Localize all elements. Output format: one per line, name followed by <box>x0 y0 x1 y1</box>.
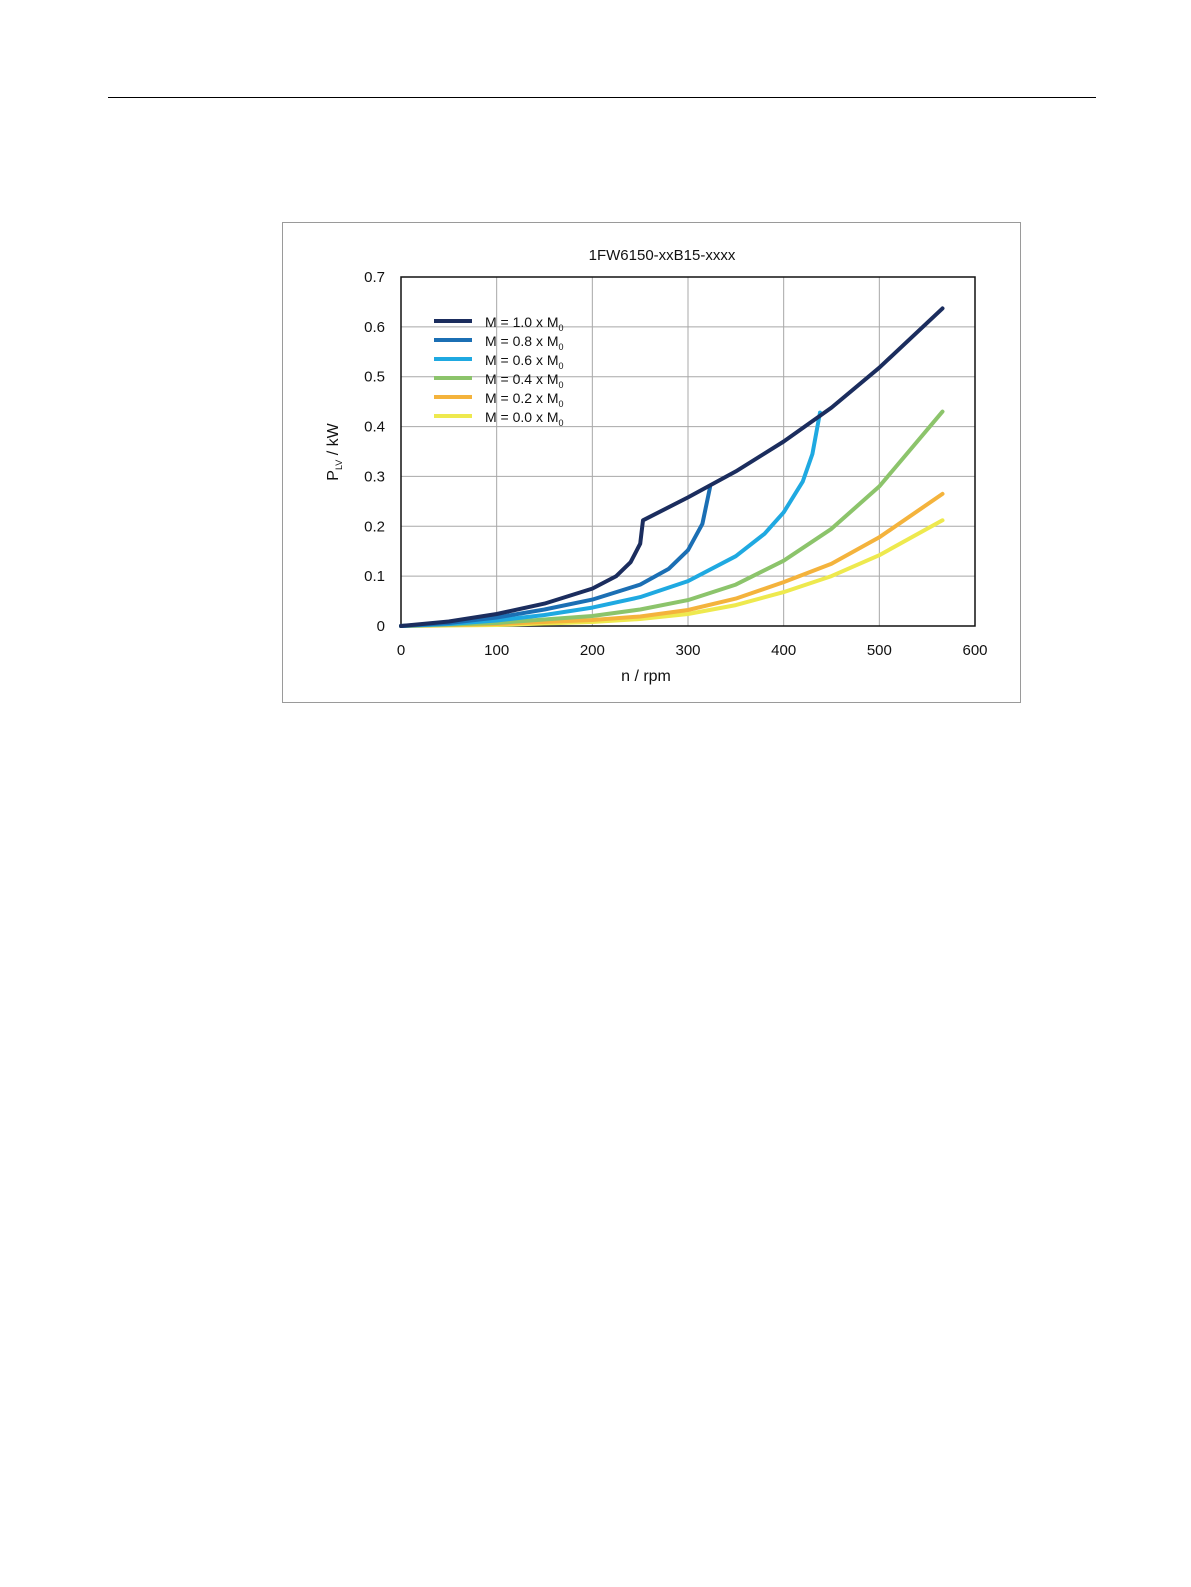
x-tick-label: 500 <box>867 642 892 659</box>
y-axis-label: PLV / kW <box>325 422 344 480</box>
x-tick-label: 400 <box>771 642 796 659</box>
x-tick-label: 600 <box>962 642 987 659</box>
legend-label: M = 0.8 x M0 <box>485 333 564 352</box>
y-tick-label: 0 <box>377 618 385 635</box>
legend: M = 1.0 x M0M = 0.8 x M0M = 0.6 x M0M = … <box>434 314 564 428</box>
series-line <box>399 409 945 628</box>
y-tick-label: 0.7 <box>364 269 385 286</box>
x-tick-label: 300 <box>675 642 700 659</box>
legend-label: M = 0.2 x M0 <box>485 390 564 409</box>
legend-label: M = 0.0 x M0 <box>485 409 564 428</box>
series-layer <box>399 306 945 628</box>
legend-label: M = 0.6 x M0 <box>485 352 564 371</box>
grid-layer <box>400 276 976 627</box>
y-tick-label: 0.6 <box>364 319 385 336</box>
y-axis-label-rest: / kW <box>325 422 342 459</box>
chart-title: 1FW6150-xxB15-xxxx <box>589 247 736 264</box>
x-axis-label: n / rpm <box>621 668 671 685</box>
plot-area-border <box>400 276 976 627</box>
x-tick-label: 100 <box>484 642 509 659</box>
y-tick-label: 0.2 <box>364 518 385 535</box>
y-tick-label: 0.5 <box>364 369 385 386</box>
series-line <box>399 410 822 628</box>
tick-layer: 0 100 200 300 400 500 600 0 0.1 0.2 0.3 0.4 0.5 0.6 0.… <box>364 269 987 659</box>
y-tick-label: 0.3 <box>364 468 385 485</box>
y-axis-label-sub: LV <box>334 460 344 470</box>
series-line <box>399 485 712 628</box>
series-line <box>399 518 945 628</box>
header-rule <box>108 97 1096 98</box>
series-line <box>399 306 945 628</box>
y-tick-label: 0.1 <box>364 568 385 585</box>
y-axis-label-main: P <box>325 470 342 481</box>
legend-label: M = 1.0 x M0 <box>485 314 564 333</box>
x-tick-label: 0 <box>397 642 405 659</box>
x-tick-label: 200 <box>580 642 605 659</box>
series-line <box>399 491 945 628</box>
y-tick-label: 0.4 <box>364 419 385 436</box>
legend-label: M = 0.4 x M0 <box>485 371 564 390</box>
